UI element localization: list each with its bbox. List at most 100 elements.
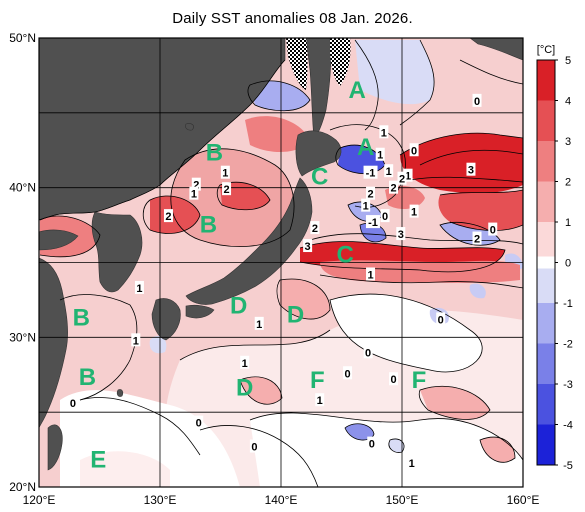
contour-label-text: 3 <box>468 165 474 177</box>
contour-value-label: 0 <box>249 439 259 454</box>
contour-label-box <box>220 165 230 179</box>
contour-label-text: 3 <box>305 241 311 253</box>
contour-label-text: 1 <box>133 335 139 347</box>
map-frame <box>38 37 524 488</box>
contour-lines <box>39 39 523 487</box>
hokkaido <box>295 130 342 177</box>
latitude-label: 40°N <box>9 181 36 195</box>
region-label: B <box>79 364 96 391</box>
contour-line <box>247 80 311 112</box>
contour-label-box <box>363 345 373 359</box>
colorbar-segment <box>537 343 555 385</box>
contour-label-box <box>380 209 390 223</box>
contour-label-text: 0 <box>474 96 480 108</box>
cool-spot <box>250 80 310 111</box>
contour-label-box <box>249 439 259 453</box>
contour-line <box>199 425 319 487</box>
contour-label-text: 1 <box>191 189 197 201</box>
contour-value-label: 1 <box>254 316 264 331</box>
contour-line <box>449 221 523 231</box>
contour-label-text: 1 <box>136 283 142 295</box>
contour-value-label: 1 <box>131 333 141 347</box>
contour-line <box>319 274 523 289</box>
contour-value-label: 3 <box>396 227 406 241</box>
contour-value-label: 1 <box>240 355 250 370</box>
contour-line <box>344 423 375 441</box>
contour-line <box>479 436 516 463</box>
contour-label-text: 0 <box>490 225 496 237</box>
contour-label-box <box>343 366 353 380</box>
contour-label-box <box>189 186 199 200</box>
contour-line <box>399 39 435 126</box>
contour-label-box <box>310 221 320 235</box>
longitude-label: 140°E <box>265 493 298 507</box>
warm-area <box>438 190 523 231</box>
contour-label-text: 2 <box>223 184 229 196</box>
contour-label-box <box>254 316 264 330</box>
contour-line <box>335 144 386 175</box>
longitude-label: 130°E <box>144 493 177 507</box>
korean-peninsula <box>91 211 143 293</box>
contour-label-box <box>379 125 389 139</box>
contour-label-box <box>375 147 385 161</box>
contour-label-text: 2 <box>474 234 480 246</box>
warm-area <box>420 386 490 420</box>
contour-label-box <box>222 182 232 196</box>
colorbar-segment <box>537 303 555 344</box>
contour-value-label: 0 <box>363 345 373 359</box>
contour-label-text: 0 <box>411 145 417 157</box>
hokkaido-islet <box>185 123 194 131</box>
colorbar-unit: [°C] <box>537 44 555 56</box>
contour-line <box>418 386 491 420</box>
colorbar-label: -3 <box>563 379 573 391</box>
honshu <box>185 177 313 305</box>
colorbar-label: -1 <box>563 298 573 310</box>
contour-label-text: 1 <box>409 458 415 470</box>
contour-value-label: 1 <box>134 280 144 295</box>
contour-value-label: 2 <box>163 209 173 223</box>
region-label: F <box>412 367 427 394</box>
contour-label-text: 2 <box>312 223 318 235</box>
kyushu <box>151 298 181 341</box>
region-label: A <box>357 134 374 161</box>
region-label: A <box>349 77 366 104</box>
contour-label-box <box>240 355 250 369</box>
region-label: C <box>336 242 353 269</box>
colorbar-label: 3 <box>565 136 571 148</box>
contour-label-box <box>397 171 407 185</box>
china-coast <box>39 257 68 429</box>
latitude-labels: 50°N 40°N 30°N 20°N <box>9 31 36 494</box>
contour-line <box>179 329 331 361</box>
colorbar-segment <box>537 384 555 425</box>
contour-label-text: 0 <box>344 368 350 380</box>
contour-label-text: 1 <box>381 127 387 139</box>
cool-spot <box>388 438 405 453</box>
contour-label-box <box>363 165 378 179</box>
contour-label-text: 2 <box>399 174 405 186</box>
cool-spot <box>149 335 167 354</box>
region-label: B <box>200 212 217 239</box>
contour-label-text: 1 <box>386 166 392 178</box>
neutral-area <box>250 412 523 487</box>
contour-label-text: 2 <box>193 180 199 192</box>
contour-label-box <box>194 415 204 429</box>
contour-line <box>299 241 506 273</box>
colorbar-segment <box>537 424 555 466</box>
neutral-area <box>80 451 170 487</box>
contour-value-label: 0 <box>436 312 446 326</box>
contour-label-box <box>409 143 419 157</box>
contour-label-text: -1 <box>368 217 378 229</box>
colorbar-label: -2 <box>563 339 573 351</box>
contour-label-box <box>396 227 406 241</box>
contour-label-box <box>365 215 380 229</box>
contour-value-label: -1 <box>365 215 380 229</box>
contour-value-label: 2 <box>397 171 407 186</box>
colorbar-segment <box>537 262 555 304</box>
longitude-labels: 120°E 130°E 140°E 150°E 160°E <box>23 493 540 507</box>
contour-label-text: 1 <box>222 168 228 180</box>
contour-value-label: 0 <box>68 396 78 410</box>
contour-line <box>309 233 523 245</box>
colorbar-segment <box>537 60 555 101</box>
